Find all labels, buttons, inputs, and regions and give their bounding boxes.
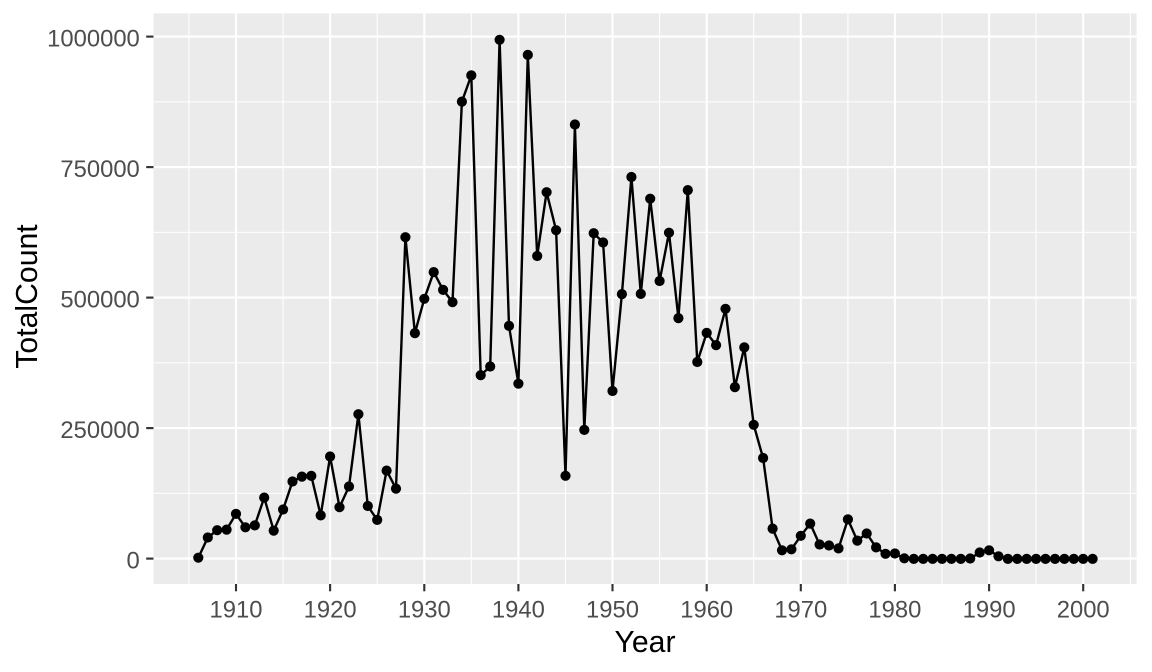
svg-text:1930: 1930 [398, 597, 451, 624]
svg-text:500000: 500000 [60, 286, 139, 313]
svg-text:2000: 2000 [1057, 597, 1110, 624]
svg-text:1990: 1990 [963, 597, 1016, 624]
svg-text:250000: 250000 [60, 417, 139, 444]
svg-text:1000000: 1000000 [47, 25, 140, 52]
svg-text:Year: Year [615, 626, 676, 659]
svg-text:1920: 1920 [304, 597, 357, 624]
svg-text:1970: 1970 [774, 597, 827, 624]
svg-text:1950: 1950 [586, 597, 639, 624]
svg-text:1960: 1960 [680, 597, 733, 624]
svg-text:750000: 750000 [60, 156, 139, 183]
svg-text:0: 0 [127, 547, 140, 574]
svg-text:1940: 1940 [492, 597, 545, 624]
svg-text:1980: 1980 [868, 597, 921, 624]
svg-text:TotalCount: TotalCount [11, 224, 44, 369]
svg-text:1910: 1910 [210, 597, 263, 624]
